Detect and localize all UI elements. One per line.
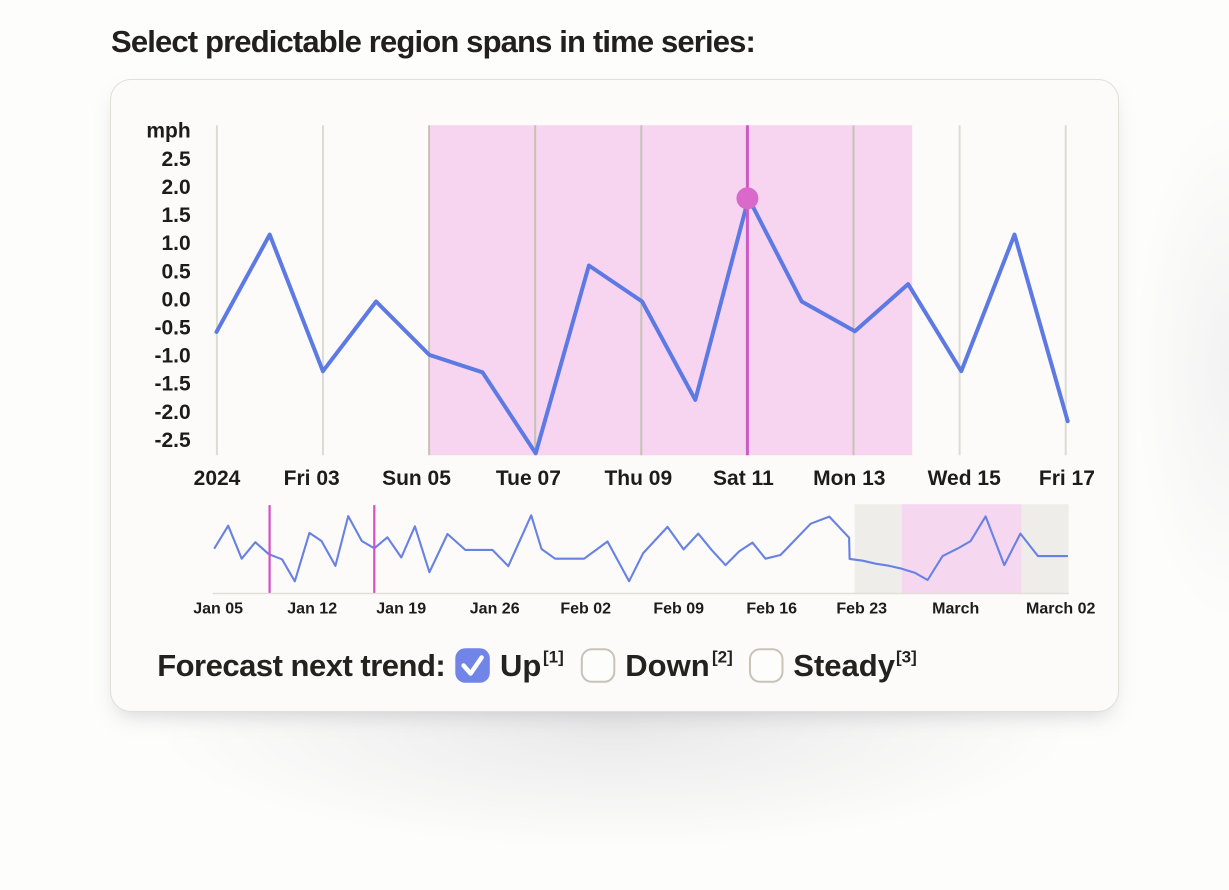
svg-text:Jan 26: Jan 26	[470, 601, 520, 618]
svg-text:March 02: March 02	[1026, 601, 1095, 618]
svg-text:-1.5: -1.5	[155, 373, 192, 396]
svg-text:0.0: 0.0	[161, 288, 190, 311]
svg-text:2.0: 2.0	[161, 176, 190, 199]
svg-text:-0.5: -0.5	[155, 317, 192, 340]
svg-text:0.5: 0.5	[161, 260, 191, 283]
svg-text:-2.5: -2.5	[155, 429, 192, 452]
svg-text:Feb 09: Feb 09	[653, 601, 704, 618]
svg-text:Sat 11: Sat 11	[713, 467, 774, 490]
svg-text:Jan 05: Jan 05	[193, 601, 243, 618]
svg-text:Feb 02: Feb 02	[560, 601, 611, 618]
svg-text:Wed 15: Wed 15	[928, 467, 1001, 490]
svg-text:-1.0: -1.0	[155, 345, 191, 368]
svg-text:[2]: [2]	[712, 648, 733, 667]
svg-text:March: March	[932, 601, 979, 618]
svg-text:[3]: [3]	[896, 648, 917, 667]
svg-text:Sun 05: Sun 05	[382, 467, 451, 490]
svg-text:mph: mph	[146, 119, 190, 142]
svg-text:Tue 07: Tue 07	[496, 467, 561, 490]
svg-text:Jan 12: Jan 12	[287, 601, 337, 618]
svg-text:Thu 09: Thu 09	[604, 467, 672, 490]
svg-text:1.5: 1.5	[161, 204, 191, 227]
svg-text:Fri 17: Fri 17	[1039, 467, 1095, 490]
svg-text:Mon 13: Mon 13	[813, 467, 885, 490]
svg-text:Fri 03: Fri 03	[284, 467, 340, 490]
svg-text:Forecast next trend:: Forecast next trend:	[157, 648, 445, 683]
svg-text:Feb 16: Feb 16	[746, 601, 797, 618]
svg-text:Jan 19: Jan 19	[376, 601, 426, 618]
svg-text:2.5: 2.5	[161, 148, 191, 171]
svg-text:Feb 23: Feb 23	[836, 601, 887, 618]
svg-text:Steady: Steady	[793, 648, 895, 683]
svg-text:[1]: [1]	[543, 648, 564, 667]
svg-text:-2.0: -2.0	[155, 401, 191, 424]
svg-text:Up: Up	[500, 648, 541, 683]
svg-text:1.0: 1.0	[161, 232, 190, 255]
svg-text:Down: Down	[625, 648, 709, 683]
svg-text:2024: 2024	[194, 467, 241, 490]
